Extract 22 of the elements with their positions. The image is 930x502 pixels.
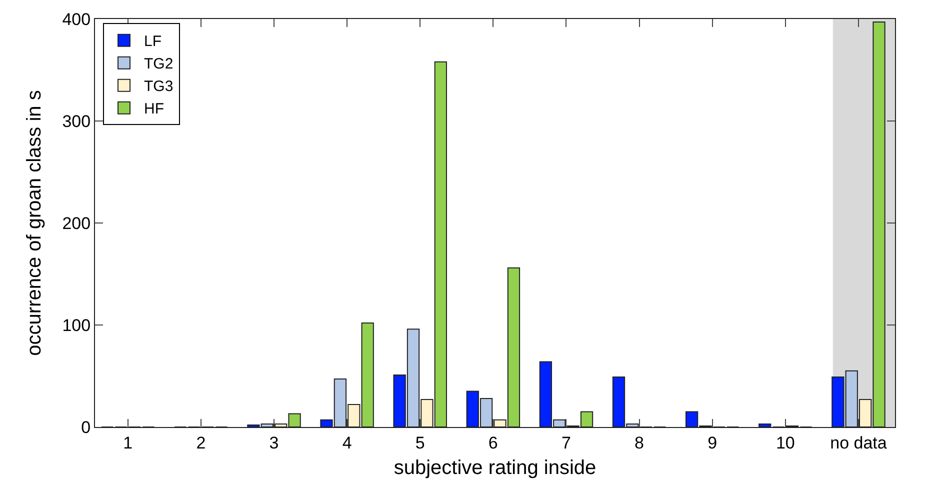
y-tick-label: 0	[81, 418, 91, 437]
y-tick-label: 100	[62, 316, 91, 335]
legend-label: TG2	[144, 56, 174, 73]
x-tick-label: 2	[196, 433, 206, 452]
x-tick-label: 3	[269, 433, 279, 452]
y-axis-title: occurrence of groan class in s	[24, 90, 46, 356]
x-tick-label: 4	[342, 433, 352, 452]
y-tick-label: 400	[62, 10, 91, 29]
x-axis-title: subjective rating inside	[394, 456, 596, 479]
legend-label: TG3	[144, 78, 174, 96]
x-tick-label: 6	[488, 433, 498, 452]
x-tick-label: 10	[776, 433, 795, 452]
x-tick-label: 9	[708, 433, 718, 452]
x-tick-label: 1	[123, 433, 133, 452]
x-tick-label: 7	[561, 433, 571, 452]
y-tick-label: 200	[62, 214, 91, 233]
x-tick-label: 8	[634, 433, 644, 452]
y-tick-label: 300	[62, 112, 91, 131]
legend-label: HF	[144, 100, 164, 118]
x-tick-label: no data	[830, 433, 888, 452]
x-tick-label: 5	[415, 433, 425, 452]
legend-label: LF	[144, 33, 162, 50]
